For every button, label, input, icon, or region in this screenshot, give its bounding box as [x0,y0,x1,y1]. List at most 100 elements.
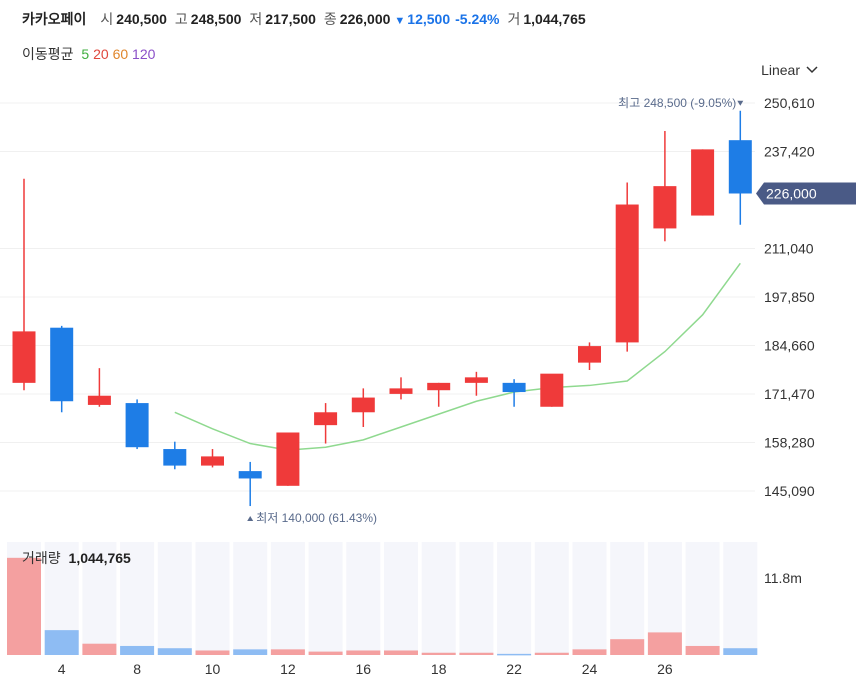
ma-60: 60 [112,46,129,62]
candle-body [464,377,488,383]
volume-panel-value: 1,044,765 [68,550,131,566]
volume-bar [723,648,758,655]
current-price-label: 226,000 [766,185,817,201]
volume-column-bg [610,542,645,655]
down-triangle-icon: ▼ [394,15,406,27]
volume-bar [497,653,532,656]
close-value: 226,000 [339,11,391,27]
ma-120: 120 [132,46,156,62]
volume-column-bg [572,542,607,655]
low-annotation: 최저 140,000 (61.43%) [256,511,377,525]
volume-bar [233,649,268,655]
close-label: 종 [323,11,337,27]
price-header: 카카오페이 시 240,500 고 248,500 저 217,500 종 22… [22,9,594,29]
low-marker-icon [247,516,254,522]
volume-value: 1,044,765 [523,11,586,27]
volume-bar [346,650,381,655]
volume-bar [384,650,418,655]
scale-dropdown[interactable]: Linear [761,62,818,78]
moving-average-legend[interactable]: 이동평균 5 20 60 120 [22,44,155,64]
y-tick-label: 197,850 [764,289,815,305]
candle-body [238,471,262,479]
candle-body [728,140,752,194]
x-tick-label: 18 [431,661,447,677]
change-percent: -5.24% [455,11,500,27]
y-tick-label: 171,470 [764,386,815,402]
x-tick-label: 4 [58,661,66,677]
high-marker-icon [737,100,744,106]
volume-bar [610,639,645,655]
volume-column-bg [195,542,230,655]
volume-bar [270,649,305,655]
y-tick-label: 250,610 [764,95,815,111]
volume-column-bg [497,542,532,655]
current-price-tag [756,182,856,205]
volume-bar [120,645,155,655]
volume-tick-label: 11.8m [764,570,802,586]
y-tick-label: 237,420 [764,144,815,160]
y-tick-label: 145,090 [764,483,815,499]
volume-bar [534,652,569,655]
volume-column-bg [233,542,268,655]
candle-body [314,412,338,426]
high-annotation: 최고 248,500 (-9.05%) [618,96,736,110]
high-label: 고 [174,11,188,27]
x-tick-label: 16 [356,661,372,677]
candle-body [351,397,375,413]
volume-bar [421,652,456,655]
candle-body [691,149,715,216]
x-tick-label: 8 [133,661,141,677]
ma-5: 5 [81,46,90,62]
candle-body [125,403,149,448]
volume-column-bg [346,542,381,655]
chevron-down-icon [806,66,818,74]
candle-body [578,346,601,363]
open-label: 시 [100,11,114,27]
ma-title: 이동평균 [22,46,74,62]
volume-panel-title: 거래량 [22,550,61,566]
volume-panel-label: 거래량 1,044,765 [22,548,131,568]
y-tick-label: 158,280 [764,435,815,451]
volume-bar [82,643,117,655]
open-value: 240,500 [116,11,167,27]
x-tick-label: 10 [205,661,221,677]
candle-body [163,449,187,466]
volume-column-bg [685,542,720,655]
x-tick-label: 22 [506,661,522,677]
stock-name: 카카오페이 [22,11,87,27]
volume-bar [685,645,720,655]
x-tick-label: 26 [657,661,673,677]
candle-body [87,395,111,405]
candle-body [389,388,413,394]
scale-label: Linear [761,62,800,78]
volume-bar [308,651,343,655]
volume-bar [157,648,192,655]
candle-body [201,456,224,466]
ma5-line [174,262,741,451]
volume-column-bg [459,542,494,655]
high-value: 248,500 [190,11,242,27]
candle-body [653,186,677,229]
x-tick-label: 24 [582,661,598,677]
candle-body [540,373,564,407]
candle-body [276,432,300,486]
volume-column-bg [384,542,418,655]
low-value: 217,500 [265,11,316,27]
candle-body [502,382,526,393]
y-tick-label: 211,040 [764,241,814,257]
volume-column-bg [82,542,117,655]
volume-bar [459,652,494,655]
candle-body [427,382,451,391]
volume-column-bg [534,542,569,655]
volume-bar [572,649,607,655]
volume-bar [647,632,682,655]
y-tick-label: 184,660 [764,338,815,354]
low-label: 저 [249,11,263,27]
candle-body [12,331,36,383]
volume-column-bg [120,542,155,655]
volume-column-bg [308,542,343,655]
volume-label: 거 [507,11,521,27]
volume-column-bg [270,542,305,655]
change-value: 12,500 [407,11,451,27]
